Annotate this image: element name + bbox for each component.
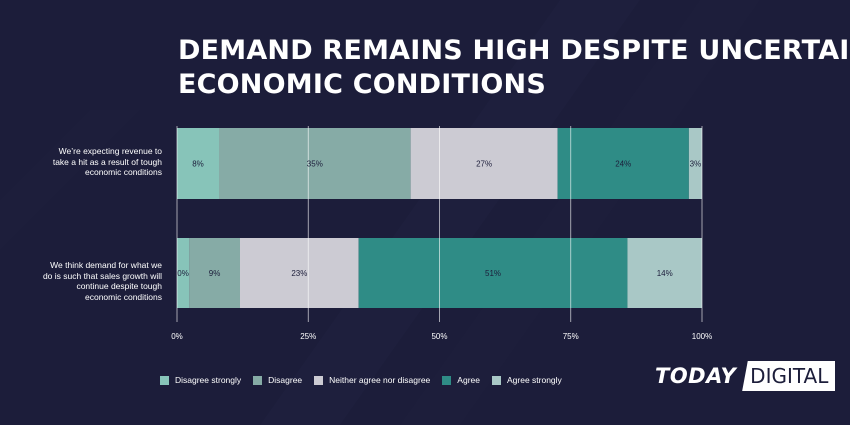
x-tick-label: 0% <box>171 332 183 341</box>
legend-item-agree-strongly: Agree strongly <box>491 375 562 385</box>
legend-item-agree: Agree <box>442 375 480 385</box>
x-tick-label: 25% <box>300 332 316 341</box>
category-label-line: economic conditions <box>84 167 162 177</box>
legend-swatch <box>442 375 452 385</box>
data-label: 14% <box>657 269 673 278</box>
title-line: ECONOMIC CONDITIONS <box>178 69 546 100</box>
today-digital-logo: TODAY DIGITAL <box>655 356 836 396</box>
legend-swatch <box>253 375 263 385</box>
data-label: 27% <box>476 160 492 169</box>
legend-item-disagree: Disagree <box>253 375 302 385</box>
x-tick-label: 50% <box>431 332 447 341</box>
x-tick-label: 100% <box>692 332 712 341</box>
bar-segment-agree <box>557 128 689 199</box>
title-line: DEMAND REMAINS HIGH DESPITE UNCERTAIN <box>178 35 850 66</box>
category-label-revenue: We’re expecting revenue to take a hit as… <box>2 146 162 178</box>
data-label: 24% <box>615 160 631 169</box>
legend-label: Neither agree nor disagree <box>329 375 431 385</box>
logo-text-today: TODAY <box>655 364 737 388</box>
bar-segment-disagree-strongly <box>177 238 190 308</box>
category-label-demand: We think demand for what we do is such t… <box>2 260 162 302</box>
data-label: 51% <box>485 269 501 278</box>
legend: Disagree strongly Disagree Neither agree… <box>160 375 562 385</box>
bar-segment-neither-agree-nor-disagree <box>240 238 359 308</box>
data-label: 9% <box>209 269 221 278</box>
data-label: 23% <box>291 269 307 278</box>
data-label: 3% <box>690 160 702 169</box>
legend-item-neither: Neither agree nor disagree <box>314 375 430 385</box>
x-tick-label: 75% <box>563 332 579 341</box>
bar-segment-disagree-strongly <box>177 128 219 199</box>
category-label-line: We think demand for what we <box>50 260 162 270</box>
bar-segment-disagree <box>219 128 411 199</box>
logo-text-digital: DIGITAL <box>742 361 836 391</box>
category-label-line: economic conditions <box>84 291 162 302</box>
bar-segment-agree-strongly <box>688 128 702 199</box>
chart-title: DEMAND REMAINS HIGH DESPITE UNCERTAIN EC… <box>178 34 850 102</box>
bar-segment-disagree <box>189 238 240 308</box>
data-label: 8% <box>192 160 204 169</box>
legend-swatch <box>160 375 169 385</box>
legend-swatch <box>491 375 501 385</box>
category-label-line: continue despite tough <box>76 281 162 291</box>
category-label-line: do is such that sales growth will <box>42 270 162 281</box>
data-label: 35% <box>307 160 323 169</box>
legend-label: Agree strongly <box>506 375 562 385</box>
category-label-line: take a hit as a result of tough <box>52 156 162 167</box>
legend-label: Disagree <box>268 375 303 385</box>
legend-label: Agree <box>457 375 480 385</box>
category-label-line: We’re expecting revenue to <box>58 146 162 156</box>
bar-segment-neither-agree-nor-disagree <box>410 128 558 199</box>
legend-label: Disagree strongly <box>175 375 242 385</box>
data-label: 0% <box>177 269 189 278</box>
legend-swatch <box>314 375 324 385</box>
bar-segment-agree-strongly <box>627 238 702 308</box>
legend-item-disagree-strongly: Disagree strongly <box>160 375 241 385</box>
bar-segment-agree <box>358 238 628 308</box>
